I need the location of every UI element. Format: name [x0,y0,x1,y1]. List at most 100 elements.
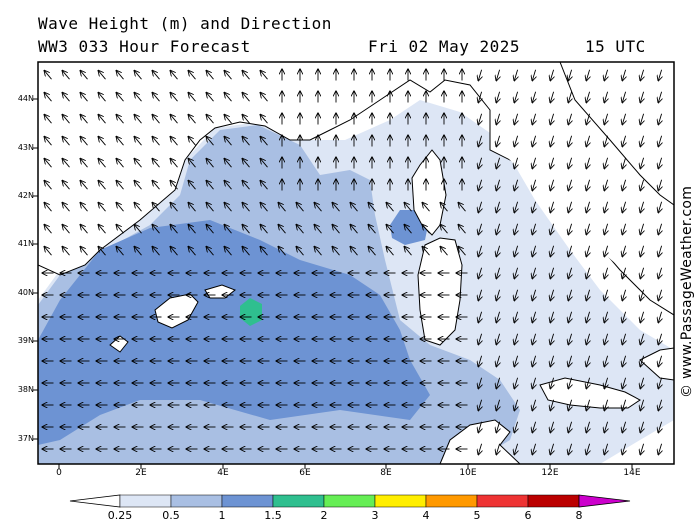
direction-arrow [153,225,160,234]
direction-arrow [550,333,553,345]
direction-arrow [496,135,499,147]
direction-arrow [586,157,589,169]
direction-arrow [658,179,661,191]
direction-arrow [550,113,553,125]
forecast-label: WW3 033 Hour Forecast [38,37,251,56]
direction-arrow [514,223,517,235]
direction-arrow [333,225,340,234]
direction-arrow [640,377,643,389]
direction-arrow [45,137,52,146]
direction-arrow [459,247,466,256]
direction-arrow [514,421,517,433]
chart-title: Wave Height (m) and Direction [38,14,332,33]
direction-arrow [243,247,250,256]
direction-arrow [135,93,142,102]
direction-arrow [586,245,589,257]
direction-arrow [532,113,535,125]
direction-arrow [478,311,481,323]
direction-arrow [351,225,358,234]
direction-arrow [568,377,571,389]
direction-arrow [225,159,232,168]
direction-arrow [189,225,196,234]
direction-arrow [658,311,661,323]
direction-arrow [658,201,661,213]
direction-arrow [351,203,358,212]
direction-arrow [478,91,481,103]
direction-arrow [550,157,553,169]
direction-arrow [586,443,589,455]
direction-arrow [405,247,412,256]
direction-arrow [658,443,661,455]
direction-arrow [658,91,661,103]
direction-arrow [496,333,499,345]
direction-arrow [171,181,178,190]
direction-arrow [604,157,607,169]
direction-arrow [135,181,142,190]
direction-arrow [135,225,142,234]
direction-arrow [135,247,142,256]
direction-arrow [171,93,178,102]
direction-arrow [514,201,517,213]
direction-arrow [586,69,589,81]
direction-arrow [225,93,232,102]
direction-arrow [568,179,571,191]
direction-arrow [207,93,214,102]
direction-arrow [225,71,232,80]
direction-arrow [117,225,124,234]
lat-label-44n: 44N [17,94,34,103]
direction-arrow [117,181,124,190]
direction-arrow [225,181,232,190]
direction-arrow [63,71,70,80]
direction-arrow [622,267,625,279]
direction-arrow [496,223,499,235]
forecast-date: Fri 02 May 2025 [368,37,520,56]
direction-arrow [279,203,286,212]
lat-label-39n: 39N [17,336,34,345]
direction-arrow [207,203,214,212]
direction-arrow [640,333,643,345]
legend-label-1: 1 [218,509,226,522]
legend-swatch-2 [170,494,223,508]
direction-arrow [586,311,589,323]
direction-arrow [423,247,430,256]
direction-arrow [117,159,124,168]
direction-arrow [243,93,250,102]
map-ticks [33,98,633,469]
direction-arrow [478,201,481,213]
direction-arrow [622,333,625,345]
direction-arrow [568,135,571,147]
direction-arrow [261,71,268,80]
direction-arrow [243,181,250,190]
direction-arrow [243,159,250,168]
direction-arrow [514,377,517,389]
direction-arrow [586,421,589,433]
sicily [539,377,641,409]
direction-arrow [532,333,535,345]
direction-arrow [45,115,52,124]
direction-arrow [496,113,499,125]
wave-zone-1 [38,220,430,445]
direction-arrow [568,333,571,345]
lon-label-12e: 12E [541,468,559,478]
legend-label-5: 5 [473,509,481,522]
legend-swatch-8 [476,494,529,508]
legend-swatch-1 [119,494,172,508]
direction-arrow [478,69,481,81]
direction-arrow [622,179,625,191]
direction-arrow [261,225,268,234]
direction-arrow [622,443,625,455]
map-area [38,62,674,464]
direction-arrow [207,247,214,256]
direction-arrow [207,115,214,124]
direction-arrow [622,399,625,411]
legend-min-cap [69,494,121,508]
direction-arrow [478,355,481,367]
direction-arrow [441,225,448,234]
direction-arrow [532,223,535,235]
direction-arrow [568,267,571,279]
direction-arrow [478,421,481,433]
direction-arrow [45,159,52,168]
direction-arrow [171,203,178,212]
direction-arrow [550,267,553,279]
direction-arrow [496,421,499,433]
